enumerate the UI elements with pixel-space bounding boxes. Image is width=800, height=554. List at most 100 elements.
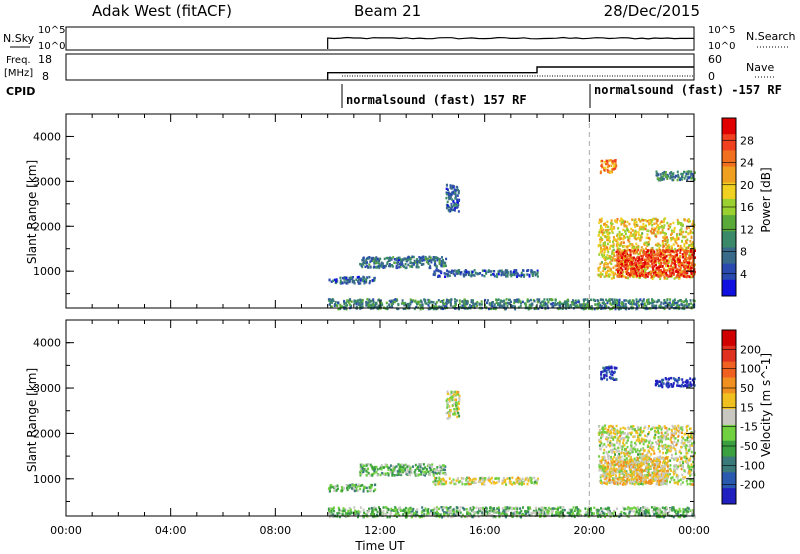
data-cell — [382, 266, 385, 269]
data-cell — [510, 507, 513, 510]
data-cell — [384, 506, 387, 509]
data-cell — [647, 510, 650, 513]
data-cell — [362, 508, 365, 512]
data-cell — [421, 307, 424, 310]
data-cell — [629, 249, 632, 252]
data-cell — [457, 407, 460, 411]
data-cell — [465, 508, 468, 511]
data-cell — [371, 509, 374, 513]
data-cell — [525, 512, 527, 515]
data-cell — [383, 264, 385, 268]
data-cell — [453, 408, 456, 411]
data-cell — [677, 258, 680, 261]
data-cell — [632, 263, 635, 267]
data-cell — [467, 270, 470, 274]
data-cell — [458, 414, 461, 418]
data-cell — [680, 178, 683, 181]
data-cell — [359, 510, 362, 514]
data-cell — [675, 236, 678, 240]
data-cell — [670, 478, 673, 482]
data-cell — [340, 486, 343, 489]
data-cell — [678, 304, 681, 307]
data-cell — [376, 257, 379, 260]
data-cell — [642, 511, 645, 515]
data-cell — [629, 251, 632, 254]
data-cell — [596, 302, 599, 306]
data-cell — [608, 436, 611, 439]
data-cell — [418, 300, 421, 304]
data-cell — [343, 487, 345, 490]
data-cell — [461, 300, 464, 303]
data-cell — [683, 265, 686, 268]
data-cell — [586, 512, 589, 516]
data-cell — [663, 231, 666, 235]
data-cell — [333, 486, 336, 489]
data-cell — [657, 299, 660, 303]
data-cell — [424, 257, 427, 261]
data-cell — [343, 302, 346, 306]
data-cell — [684, 380, 687, 384]
data-cell — [443, 272, 446, 275]
data-cell — [667, 303, 670, 306]
data-cell — [437, 275, 439, 278]
data-cell — [399, 463, 402, 467]
data-cell — [345, 515, 348, 518]
data-cell — [682, 256, 685, 259]
data-cell — [574, 304, 577, 307]
data-cell — [342, 509, 345, 512]
data-cell — [439, 472, 442, 475]
data-cell — [668, 246, 671, 249]
data-cell — [515, 478, 518, 481]
data-cell — [447, 301, 450, 304]
data-cell — [619, 259, 622, 263]
data-cell — [417, 265, 420, 269]
data-cell — [452, 413, 455, 416]
data-cell — [450, 187, 453, 190]
data-cell — [422, 258, 425, 262]
data-cell — [479, 480, 482, 483]
data-cell — [574, 508, 577, 512]
data-cell — [336, 512, 339, 515]
data-cell — [645, 273, 647, 277]
data-cell — [401, 301, 404, 305]
data-cell — [387, 264, 390, 268]
data-cell — [447, 273, 449, 276]
data-cell — [682, 230, 685, 234]
data-cell — [634, 261, 636, 265]
data-cell — [660, 382, 663, 386]
data-cell — [665, 236, 668, 239]
data-cell — [657, 447, 660, 450]
data-cell — [690, 272, 693, 275]
data-cell — [398, 508, 401, 511]
data-cell — [678, 271, 681, 275]
data-cell — [631, 272, 634, 276]
data-cell — [606, 162, 609, 165]
data-cell — [433, 270, 436, 273]
data-cell — [617, 227, 620, 230]
data-cell — [448, 412, 451, 415]
data-cell — [632, 259, 635, 262]
data-cell — [361, 298, 364, 302]
data-cell — [659, 304, 662, 307]
data-cell — [335, 280, 337, 283]
data-cell — [414, 469, 417, 472]
data-cell — [386, 307, 389, 311]
data-cell — [612, 275, 615, 278]
data-cell — [543, 512, 546, 515]
data-cell — [631, 249, 634, 253]
data-cell — [623, 220, 626, 224]
data-cell — [671, 257, 674, 261]
data-cell — [630, 301, 633, 304]
data-cell — [599, 275, 602, 278]
data-cell — [451, 513, 454, 516]
data-cell — [604, 267, 606, 271]
data-cell — [469, 512, 472, 515]
data-cells — [327, 159, 696, 311]
data-cell — [426, 512, 429, 515]
data-cell — [608, 269, 611, 273]
data-cell — [617, 247, 620, 251]
data-cell — [447, 405, 450, 408]
data-cell — [659, 509, 662, 512]
data-cell — [635, 265, 638, 269]
data-cell — [332, 299, 335, 302]
